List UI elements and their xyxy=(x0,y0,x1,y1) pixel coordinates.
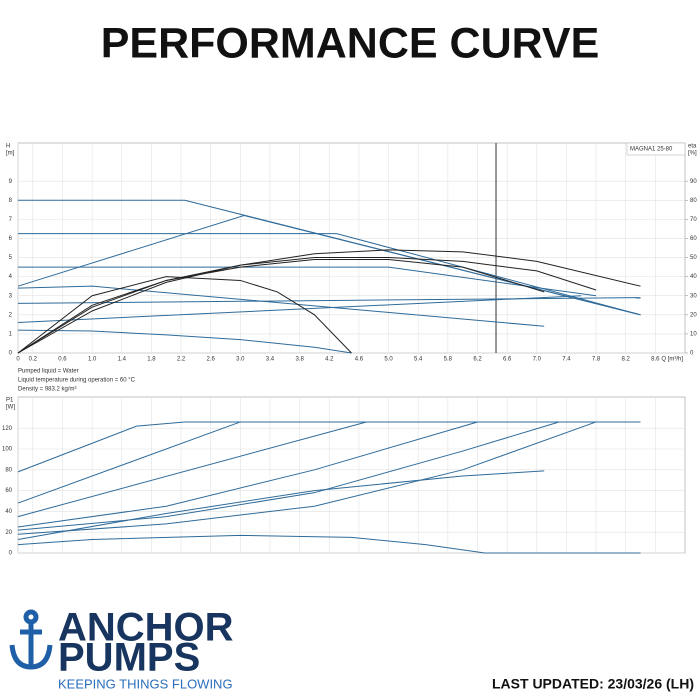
plot-frame xyxy=(17,142,686,354)
y-tick-label: 3 xyxy=(9,293,13,299)
y2-tick-label: 70 xyxy=(690,217,697,223)
y-tick-label: 9 xyxy=(9,179,13,185)
x-tick-label: 3.4 xyxy=(266,357,275,363)
anchor-icon xyxy=(9,609,53,670)
x-tick-label: 4.6 xyxy=(355,357,364,363)
curve xyxy=(17,421,241,504)
y2-axis-label: eta xyxy=(688,144,697,150)
curve xyxy=(17,534,641,554)
y-tick-label: 4 xyxy=(9,274,13,280)
y-tick-label: 7 xyxy=(9,217,13,223)
y2-tick-label: 20 xyxy=(690,312,697,318)
y2-tick-label: 50 xyxy=(690,255,697,261)
legend-label: MAGNA1 25-80 xyxy=(630,147,673,153)
logo-tagline: KEEPING THINGS FLOWING xyxy=(58,676,233,691)
logo-text: ANCHOR xyxy=(58,606,234,650)
y-axis-unit: [W] xyxy=(6,405,15,411)
y2-tick-label: 0 xyxy=(690,351,694,357)
curve xyxy=(17,276,352,354)
y-tick-label: 1 xyxy=(9,331,13,337)
y2-tick-label: 60 xyxy=(690,236,697,242)
x-tick-label: 0.6 xyxy=(58,357,67,363)
y-tick-label: 120 xyxy=(2,426,13,432)
curve xyxy=(17,421,367,518)
curve xyxy=(17,421,560,531)
x-tick-label: 2.6 xyxy=(207,357,216,363)
y-tick-label: 8 xyxy=(9,198,13,204)
y2-tick-label: 40 xyxy=(690,274,697,280)
y2-tick-label: 30 xyxy=(690,293,697,299)
x-tick-label: 1.4 xyxy=(118,357,127,363)
curve xyxy=(17,297,641,304)
y-axis-label: H xyxy=(6,144,10,150)
y-axis-unit: [m] xyxy=(6,151,15,157)
x-tick-label: 0 xyxy=(16,357,20,363)
x-tick-label: 6.2 xyxy=(473,357,482,363)
x-axis-label: Q [m³/h] xyxy=(661,357,683,363)
x-tick-label: 8.2 xyxy=(622,357,631,363)
y-tick-label: 2 xyxy=(9,312,13,318)
curve xyxy=(17,421,597,535)
y2-tick-label: 90 xyxy=(690,179,697,185)
curve xyxy=(17,470,545,540)
y-tick-label: 20 xyxy=(5,530,12,536)
curve xyxy=(17,421,478,528)
note: Pumped liquid = Water xyxy=(18,369,79,375)
y2-tick-label: 80 xyxy=(690,198,697,204)
x-tick-label: 6.6 xyxy=(503,357,512,363)
y-tick-label: 40 xyxy=(5,509,12,515)
x-tick-label: 5.0 xyxy=(384,357,393,363)
x-tick-label: 3.8 xyxy=(295,357,304,363)
x-tick-label: 3.0 xyxy=(236,357,245,363)
x-tick-label: 5.8 xyxy=(444,357,453,363)
x-tick-label: 5.4 xyxy=(414,357,423,363)
curve xyxy=(17,257,597,354)
page-title: PERFORMANCE CURVE xyxy=(101,19,600,67)
y-tick-label: 100 xyxy=(2,447,13,453)
x-tick-label: 1.0 xyxy=(88,357,97,363)
y-tick-label: 60 xyxy=(5,488,12,494)
x-tick-label: 1.8 xyxy=(147,357,156,363)
curve xyxy=(17,295,582,323)
x-tick-label: 4.2 xyxy=(325,357,334,363)
note: Liquid temperature during operation = 60… xyxy=(18,378,136,384)
y-tick-label: 0 xyxy=(9,551,13,557)
note: Density = 983.2 kg/m³ xyxy=(18,387,77,393)
curve xyxy=(17,249,641,354)
y-tick-label: 5 xyxy=(9,255,13,261)
curve xyxy=(17,329,352,354)
curve xyxy=(17,421,641,473)
y2-axis-unit: [%] xyxy=(688,151,697,157)
curve xyxy=(17,215,641,316)
y-tick-label: 0 xyxy=(9,351,13,357)
x-tick-label: 7.0 xyxy=(533,357,542,363)
y2-tick-label: 10 xyxy=(690,331,697,337)
x-tick-label: 7.8 xyxy=(592,357,601,363)
curve xyxy=(17,258,545,354)
plot-frame xyxy=(17,396,686,554)
y-axis-label: P1 xyxy=(6,398,14,404)
curve xyxy=(17,285,545,327)
x-tick-label: 8.6 xyxy=(651,357,660,363)
x-tick-label: 2.2 xyxy=(177,357,186,363)
x-tick-label: 7.4 xyxy=(562,357,571,363)
legend-box xyxy=(626,142,686,156)
x-tick-label: 0.2 xyxy=(29,357,38,363)
last-updated: LAST UPDATED: 23/03/26 (LH) xyxy=(492,676,694,692)
y-tick-label: 6 xyxy=(9,236,13,242)
logo-text: PUMPS xyxy=(58,636,200,680)
y-tick-label: 80 xyxy=(5,467,12,473)
